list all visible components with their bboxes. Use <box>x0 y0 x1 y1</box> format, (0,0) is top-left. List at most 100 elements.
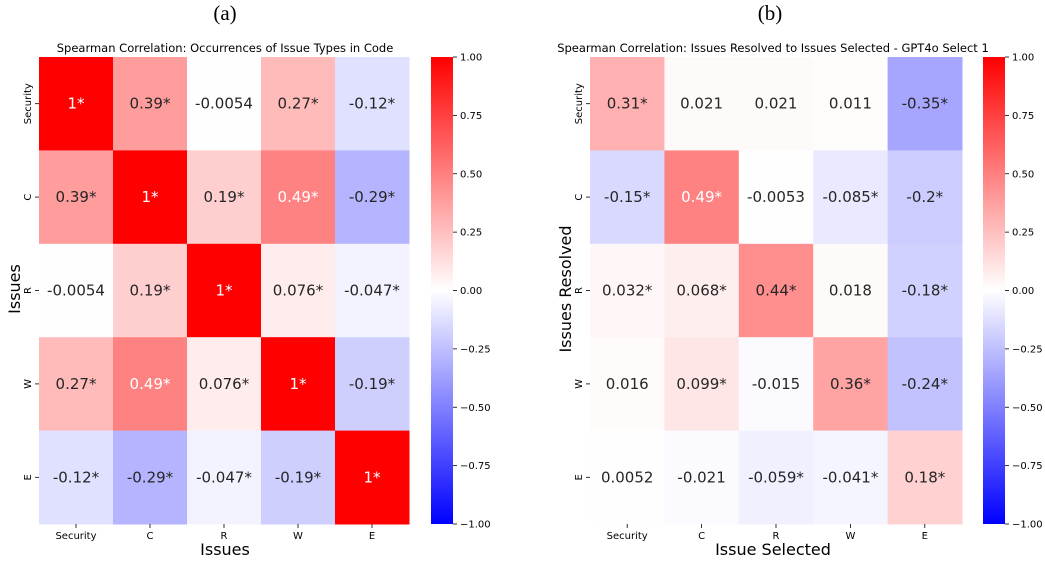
panel-b-cell-label-1-3: -0.085* <box>822 188 878 206</box>
panel-b-cells: 0.31* 0.021 0.021 0.011 -0.35* -0.15* 0.49* -0.… <box>590 57 963 525</box>
panel-b-cell-label-3-4: -0.24* <box>902 375 949 393</box>
panel-a-cell-0-4 <box>335 57 410 151</box>
panel-b-y-tick-label: W <box>574 379 585 389</box>
panel-a-cell-2-0 <box>39 243 114 338</box>
panel-b-x-tick-label: C <box>698 531 705 542</box>
panel-b-colorbar-tick-label: −0.50 <box>1012 403 1043 414</box>
panel-b-y-tick-label: R <box>574 287 585 294</box>
panel-a-cell-2-3 <box>261 243 336 338</box>
panel-a-colorbar-tick-label: 0.25 <box>460 228 482 239</box>
panel-b-colorbar-tick-label: 0.50 <box>1012 169 1034 180</box>
panel-a-colorbar-tick-label: 0.50 <box>460 169 482 180</box>
panel-a-colorbar-tick-label: −0.50 <box>460 403 491 414</box>
panel-b-x-axis-label: Issue Selected <box>715 540 831 559</box>
panel-a-colorbar <box>431 57 453 524</box>
panel-b-colorbar-tick-label: 0.75 <box>1012 111 1034 122</box>
panel-a-cell-0-2 <box>187 57 262 151</box>
panel-b-heatmap: (b) Spearman Correlation: Issues Resolve… <box>556 1 1043 559</box>
panel-b-y-axis-label: Issues Resolved <box>556 225 575 352</box>
panel-a-cell-label-0-4: -0.12* <box>349 95 396 113</box>
panel-b-title: Spearman Correlation: Issues Resolved to… <box>557 41 989 55</box>
panel-b-cell-label-4-4: 0.18* <box>904 468 945 486</box>
panel-a-heatmap: (a) Spearman Correlation: Occurrences of… <box>5 1 491 559</box>
panel-a-cell-label-0-2: -0.0054 <box>195 95 253 113</box>
panel-a-cell-label-2-2: 1* <box>215 282 233 300</box>
panel-b-cell-2-4 <box>887 243 963 338</box>
panel-b-cell-label-1-4: -0.2* <box>906 188 943 206</box>
panel-a-colorbar-ticks: 1.00 0.75 0.50 0.25 0.00 −0.25 −0.50 −0.75 −1.00 <box>453 53 491 531</box>
panel-a-cell-3-1 <box>113 337 188 432</box>
panel-b-cell-3-0 <box>590 337 665 432</box>
panel-a-cell-3-0 <box>39 337 114 432</box>
panel-a-colorbar-tick-label: 0.00 <box>460 286 482 297</box>
panel-b-cell-label-1-2: -0.0053 <box>747 188 805 206</box>
panel-a-cell-label-1-4: -0.29* <box>349 188 396 206</box>
panel-a-cell-0-1 <box>113 57 188 151</box>
panel-a-title: Spearman Correlation: Occurrences of Iss… <box>57 41 394 55</box>
panel-a-cell-label-3-2: 0.076* <box>199 375 250 393</box>
panel-a-cell-label-2-1: 0.19* <box>130 282 171 300</box>
panel-b-cell-label-4-2: -0.059* <box>748 468 804 486</box>
panel-b-cell-2-1 <box>664 243 740 338</box>
panel-b-cell-label-2-0: 0.032* <box>602 282 653 300</box>
panel-a-cell-4-0 <box>39 430 114 525</box>
panel-a-cell-label-4-1: -0.29* <box>127 468 174 486</box>
panel-b-cell-label-2-2: 0.44* <box>756 282 797 300</box>
panel-a-y-axis-label: Issues <box>5 264 24 314</box>
panel-b-x-tick-label: R <box>773 531 780 542</box>
panel-a-cell-label-2-0: -0.0054 <box>47 282 105 300</box>
panel-a-cell-2-1 <box>113 243 188 338</box>
panel-b-cell-label-2-4: -0.18* <box>902 282 949 300</box>
panel-a-cell-1-4 <box>335 150 410 245</box>
panel-a-colorbar-tick-label: 0.75 <box>460 111 482 122</box>
panel-a-cell-label-1-2: 0.19* <box>204 188 245 206</box>
panel-b-cell-1-2 <box>738 150 814 245</box>
panel-a-cell-0-0 <box>39 57 114 151</box>
panel-b-colorbar <box>983 57 1005 524</box>
panel-b-cell-3-4 <box>887 337 963 432</box>
panel-b-cell-label-0-0: 0.31* <box>607 95 648 113</box>
panel-a-cell-1-3 <box>261 150 336 245</box>
panel-a-cell-label-3-3: 1* <box>289 375 307 393</box>
panel-b-cell-label-2-1: 0.068* <box>676 282 727 300</box>
panel-a-y-ticks: Security C R W E <box>23 83 39 480</box>
panel-a-cell-label-4-4: 1* <box>363 468 381 486</box>
panel-b-cell-3-1 <box>664 337 740 432</box>
panel-a-cell-4-1 <box>113 430 188 525</box>
panel-b-colorbar-tick-label: 0.00 <box>1012 286 1034 297</box>
panel-a-colorbar-tick-label: −0.75 <box>460 461 491 472</box>
panel-a-cell-label-1-0: 0.39* <box>56 188 97 206</box>
panel-b-cell-2-3 <box>813 243 889 338</box>
panel-a-y-tick-label: E <box>23 474 34 480</box>
panel-b-cell-1-0 <box>590 150 665 245</box>
panel-a-cell-label-1-3: 0.49* <box>278 188 319 206</box>
panel-a-x-ticks: Security C R W E <box>55 524 375 542</box>
panel-a-cell-0-3 <box>261 57 336 151</box>
panel-a-cell-4-2 <box>187 430 262 525</box>
panel-a-cell-4-3 <box>261 430 336 525</box>
panel-a-x-tick-label: R <box>221 531 228 542</box>
panel-a-cell-3-2 <box>187 337 262 432</box>
panel-b-cell-label-3-3: 0.36* <box>830 375 871 393</box>
panel-b-cell-label-0-1: 0.021 <box>680 95 723 113</box>
panel-b-x-tick-label: E <box>922 531 928 542</box>
panel-a-colorbar-tick-label: −1.00 <box>460 520 491 531</box>
panel-b-cell-label-0-4: -0.35* <box>902 95 949 113</box>
panel-b-x-tick-label: W <box>845 531 855 542</box>
panel-b-cell-label-0-3: 0.011 <box>829 95 872 113</box>
panel-a-x-tick-label: C <box>147 531 154 542</box>
panel-a-cell-3-3 <box>261 337 336 432</box>
panel-a-cell-label-4-3: -0.19* <box>275 468 322 486</box>
panel-a-cell-label-3-0: 0.27* <box>56 375 97 393</box>
panel-a-colorbar-tick-label: −0.25 <box>460 344 491 355</box>
panel-a-x-tick-label: W <box>293 531 303 542</box>
panel-b-cell-0-1 <box>664 57 740 151</box>
panel-a-cell-label-0-0: 1* <box>67 95 85 113</box>
panel-b-colorbar-ticks: 1.00 0.75 0.50 0.25 0.00 −0.25 −0.50 −0.75 −1.00 <box>1005 53 1043 531</box>
panel-b-cell-2-2 <box>738 243 814 338</box>
panel-a-y-tick-label: Security <box>23 83 34 124</box>
panel-a-x-tick-label: Security <box>55 531 96 542</box>
panel-b-cell-label-4-1: -0.021 <box>677 468 725 486</box>
panel-b-cell-label-3-0: 0.016 <box>606 375 649 393</box>
panel-b-y-tick-label: C <box>574 194 585 201</box>
